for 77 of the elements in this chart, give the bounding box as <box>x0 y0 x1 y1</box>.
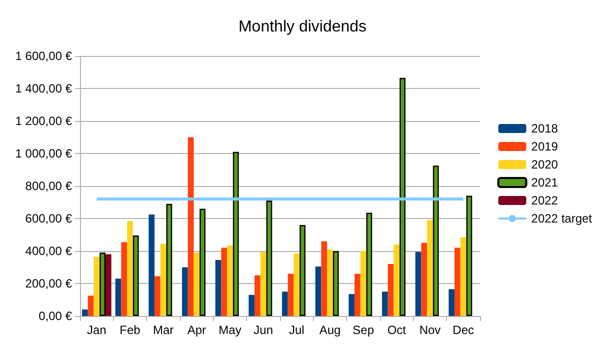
bar <box>394 244 400 316</box>
x-tick-label: Oct <box>387 323 407 337</box>
y-tick-label: 800,00 € <box>25 179 72 193</box>
bar <box>88 296 94 316</box>
x-tick-label: Jun <box>254 323 274 337</box>
x-tick-label: Jan <box>86 323 106 337</box>
bar <box>127 220 133 316</box>
bar <box>254 275 260 316</box>
bar <box>221 248 228 316</box>
x-tick-label: Mar <box>152 323 174 337</box>
legend-label: 2022 <box>531 194 558 208</box>
bar <box>154 276 160 316</box>
bar <box>248 294 255 316</box>
legend-label: 2018 <box>531 122 558 136</box>
bar <box>232 152 239 316</box>
bar <box>188 137 194 316</box>
bar <box>182 267 188 316</box>
bar <box>448 289 455 316</box>
bar <box>266 200 272 316</box>
bar <box>432 166 439 316</box>
y-tick-label: 400,00 € <box>25 244 72 258</box>
x-tick-label: May <box>218 323 242 337</box>
chart-title: Monthly dividends <box>238 18 367 36</box>
bar <box>427 220 433 316</box>
bar <box>400 78 406 316</box>
x-tick-label: Aug <box>319 323 341 337</box>
x-tick-label: Nov <box>419 323 441 337</box>
bar <box>366 212 372 316</box>
legend-label: 2019 <box>531 140 558 154</box>
bar <box>148 214 155 316</box>
x-tick-label: Sep <box>352 323 374 337</box>
bar <box>388 264 394 316</box>
bar <box>115 278 122 316</box>
bar <box>421 242 428 316</box>
bar <box>166 204 172 316</box>
bar <box>121 242 128 316</box>
x-tick-label: Jul <box>288 323 304 337</box>
bar <box>132 236 139 316</box>
y-tick-label: 1 200,00 € <box>15 114 72 128</box>
bar <box>360 251 366 316</box>
bar <box>294 253 300 316</box>
x-tick-label: Feb <box>120 323 141 337</box>
bar <box>466 196 472 316</box>
legend-label: 2020 <box>531 158 558 172</box>
bar <box>288 274 294 316</box>
bar <box>382 292 388 316</box>
bar <box>321 241 328 316</box>
y-tick-label: 0,00 € <box>38 309 72 323</box>
legend-label: 2022 target <box>531 212 593 226</box>
bar <box>327 249 333 316</box>
bar <box>315 266 322 316</box>
bar <box>82 310 88 316</box>
bar <box>332 251 339 316</box>
legend-label: 2021 <box>531 176 558 190</box>
bar <box>100 252 106 316</box>
bar <box>194 252 200 316</box>
bar <box>282 292 288 316</box>
bar <box>300 225 306 316</box>
bar <box>354 274 360 316</box>
y-tick-label: 1 400,00 € <box>15 82 72 96</box>
bar <box>94 256 100 316</box>
x-tick-label: Apr <box>187 323 206 337</box>
bar <box>460 237 466 316</box>
bar <box>200 208 206 316</box>
bar <box>348 294 355 316</box>
y-tick-label: 1 600,00 € <box>15 49 72 63</box>
y-tick-label: 600,00 € <box>25 212 72 226</box>
y-tick-label: 1 000,00 € <box>15 146 72 160</box>
y-tick-label: 200,00 € <box>25 276 72 290</box>
bar <box>415 252 422 316</box>
bar <box>227 245 233 316</box>
bar <box>215 260 222 316</box>
bar <box>454 248 460 316</box>
bar <box>160 244 166 316</box>
bar <box>260 252 266 316</box>
x-tick-label: Dec <box>452 323 474 337</box>
bar <box>105 254 112 316</box>
